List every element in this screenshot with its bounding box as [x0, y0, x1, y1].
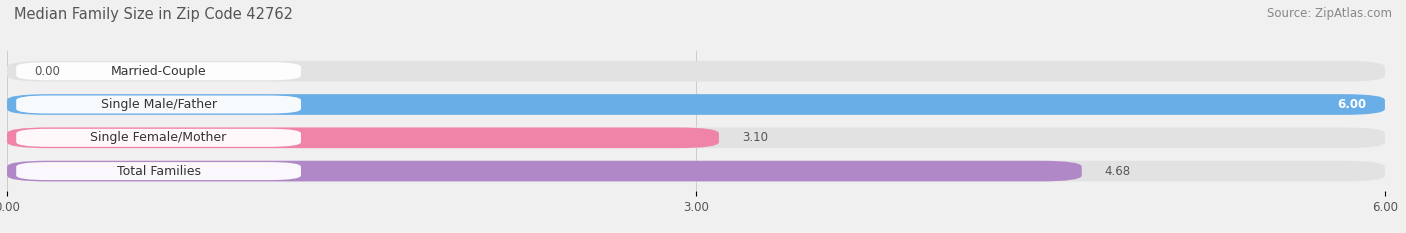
FancyBboxPatch shape — [17, 129, 301, 147]
Text: 3.10: 3.10 — [742, 131, 768, 144]
FancyBboxPatch shape — [7, 61, 1385, 82]
Text: 0.00: 0.00 — [35, 65, 60, 78]
FancyBboxPatch shape — [17, 162, 301, 180]
Text: Median Family Size in Zip Code 42762: Median Family Size in Zip Code 42762 — [14, 7, 292, 22]
Text: 6.00: 6.00 — [1337, 98, 1367, 111]
FancyBboxPatch shape — [7, 127, 718, 148]
Text: Total Families: Total Families — [117, 164, 201, 178]
FancyBboxPatch shape — [17, 62, 301, 80]
FancyBboxPatch shape — [17, 96, 301, 113]
FancyBboxPatch shape — [7, 94, 1385, 115]
Text: 4.68: 4.68 — [1105, 164, 1130, 178]
FancyBboxPatch shape — [7, 127, 1385, 148]
FancyBboxPatch shape — [7, 161, 1081, 182]
FancyBboxPatch shape — [7, 161, 1385, 182]
Text: Married-Couple: Married-Couple — [111, 65, 207, 78]
Text: Single Female/Mother: Single Female/Mother — [90, 131, 226, 144]
FancyBboxPatch shape — [7, 94, 1385, 115]
Text: Single Male/Father: Single Male/Father — [101, 98, 217, 111]
Text: Source: ZipAtlas.com: Source: ZipAtlas.com — [1267, 7, 1392, 20]
